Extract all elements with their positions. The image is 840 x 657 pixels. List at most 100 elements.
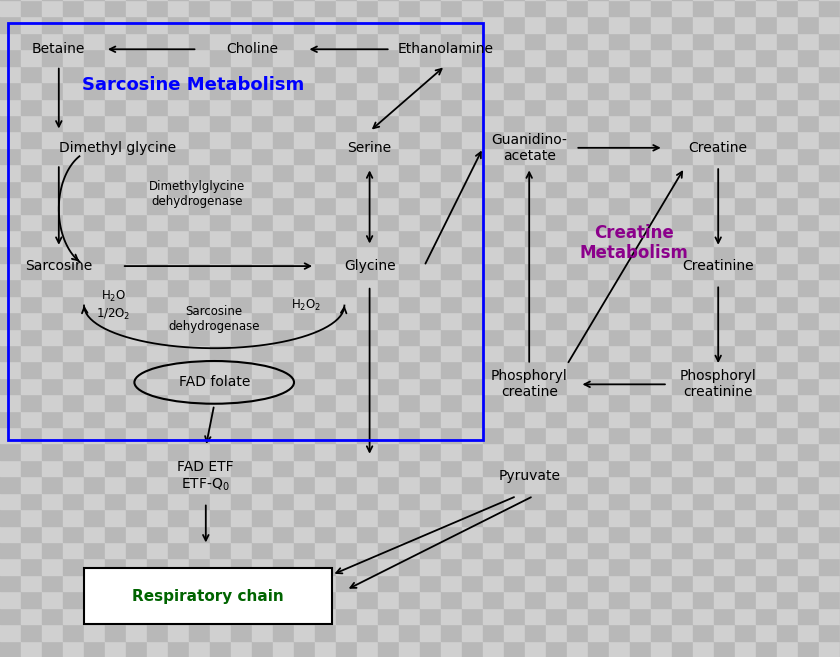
Bar [588, 328, 609, 345]
Bar [189, 624, 210, 641]
Bar [294, 296, 315, 312]
Bar [21, 296, 42, 312]
Bar [336, 624, 357, 641]
Bar [693, 296, 714, 312]
Bar [567, 608, 588, 624]
Bar [336, 542, 357, 558]
Bar [819, 558, 840, 575]
Bar [756, 0, 777, 16]
Bar [378, 164, 399, 181]
Bar [609, 66, 630, 82]
Bar [588, 16, 609, 33]
Bar [609, 230, 630, 246]
Bar [714, 197, 735, 214]
Bar [525, 279, 546, 296]
Bar [630, 296, 651, 312]
Bar [0, 296, 21, 312]
Bar [693, 394, 714, 411]
Bar [588, 493, 609, 509]
Bar [777, 509, 798, 526]
Bar [231, 246, 252, 263]
Bar [42, 16, 63, 33]
Bar [126, 328, 147, 345]
Bar [273, 131, 294, 148]
Bar [210, 394, 231, 411]
Bar [357, 460, 378, 476]
Bar [357, 181, 378, 197]
Bar [210, 197, 231, 214]
Bar [567, 99, 588, 115]
Bar [357, 312, 378, 328]
Bar [105, 509, 126, 526]
Bar [42, 99, 63, 115]
Bar [168, 526, 189, 542]
Bar [630, 443, 651, 460]
Bar [504, 33, 525, 49]
Bar [441, 427, 462, 443]
Bar [483, 214, 504, 230]
Bar [231, 66, 252, 82]
Bar [399, 394, 420, 411]
Bar [168, 509, 189, 526]
Bar [378, 345, 399, 361]
Bar [567, 33, 588, 49]
Bar [126, 82, 147, 99]
Bar [315, 99, 336, 115]
Bar [126, 427, 147, 443]
Bar [378, 246, 399, 263]
Bar [294, 641, 315, 657]
Bar [735, 345, 756, 361]
Bar [756, 148, 777, 164]
Bar [336, 246, 357, 263]
Bar [210, 181, 231, 197]
Bar [420, 345, 441, 361]
Bar [210, 608, 231, 624]
Bar [672, 0, 693, 16]
Bar [651, 328, 672, 345]
Bar [441, 345, 462, 361]
Bar [672, 509, 693, 526]
Bar [693, 279, 714, 296]
Bar [42, 148, 63, 164]
Bar [168, 0, 189, 16]
Bar [105, 115, 126, 131]
Text: H$_2$O
1/2O$_2$: H$_2$O 1/2O$_2$ [97, 289, 130, 322]
Bar [693, 509, 714, 526]
Text: Serine: Serine [348, 141, 391, 155]
Bar [63, 312, 84, 328]
Bar [231, 591, 252, 608]
Bar [567, 328, 588, 345]
Bar [63, 460, 84, 476]
Bar [714, 16, 735, 33]
Bar [819, 197, 840, 214]
Bar [210, 131, 231, 148]
Bar [420, 608, 441, 624]
Bar [462, 558, 483, 575]
Bar [756, 361, 777, 378]
Bar [567, 476, 588, 493]
Bar [693, 345, 714, 361]
Bar [777, 181, 798, 197]
Bar [147, 624, 168, 641]
Bar [252, 624, 273, 641]
Bar [105, 493, 126, 509]
Bar [210, 263, 231, 279]
Bar [777, 115, 798, 131]
Bar [504, 476, 525, 493]
Bar [357, 115, 378, 131]
Bar [189, 427, 210, 443]
Bar [21, 230, 42, 246]
Bar [504, 608, 525, 624]
Bar [105, 378, 126, 394]
Bar [819, 328, 840, 345]
Bar [630, 558, 651, 575]
Bar [126, 624, 147, 641]
Bar [357, 411, 378, 427]
Bar [483, 33, 504, 49]
Text: FAD ETF
ETF-Q$_0$: FAD ETF ETF-Q$_0$ [177, 460, 234, 493]
Bar [777, 33, 798, 49]
Bar [21, 542, 42, 558]
Bar [126, 33, 147, 49]
Bar [546, 411, 567, 427]
Bar [63, 49, 84, 66]
